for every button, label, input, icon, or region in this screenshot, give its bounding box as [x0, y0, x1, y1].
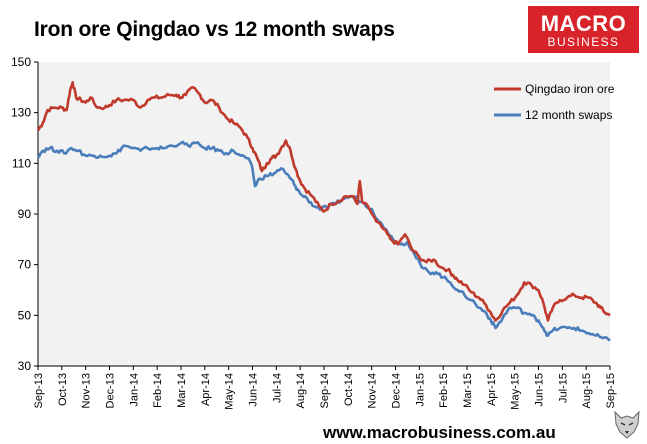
- x-tick-label: Oct-13: [57, 373, 69, 406]
- y-tick-label: 50: [18, 308, 32, 322]
- legend: Qingdao iron ore 12 month swaps: [494, 82, 615, 122]
- x-tick-label: Dec-14: [391, 373, 403, 408]
- plot-area: [38, 62, 610, 366]
- x-tick-label: Aug-14: [295, 373, 307, 408]
- x-tick-label: Feb-15: [438, 373, 450, 408]
- logo-line-2: BUSINESS: [547, 35, 620, 49]
- x-tick-label: Oct-14: [343, 373, 355, 406]
- series-layer: [36, 81, 611, 342]
- x-tick-label: Sep-13: [33, 373, 45, 408]
- legend-label: 12 month swaps: [525, 108, 612, 122]
- x-tick-label: Dec-13: [105, 373, 117, 408]
- y-tick-label: 130: [11, 106, 31, 120]
- x-tick-label: Nov-13: [81, 373, 93, 408]
- x-tick-label: Jan-14: [128, 373, 140, 407]
- legend-label: Qingdao iron ore: [525, 82, 615, 96]
- y-tick-label: 90: [18, 207, 32, 221]
- y-tick-label: 70: [18, 258, 32, 272]
- x-tick-label: Feb-14: [152, 373, 164, 408]
- x-tick-label: Aug-15: [581, 373, 593, 408]
- x-tick-label: Jul-15: [557, 373, 569, 403]
- x-tick-label: Mar-15: [462, 373, 474, 408]
- x-tick-label: May-15: [510, 373, 522, 410]
- macrobusiness-logo: MACRO BUSINESS: [528, 6, 639, 53]
- x-axis: Sep-13 Oct-13 Nov-13 Dec-13 Jan-14 Feb-14 Mar-…: [33, 365, 617, 410]
- wolf-mascot-icon: [614, 410, 640, 439]
- y-axis: 30 50 70 90 110 130 150: [11, 55, 39, 373]
- x-tick-label: Sep-15: [605, 373, 617, 408]
- x-tick-label: Jun-15: [534, 373, 546, 407]
- x-tick-label: Mar-14: [176, 373, 188, 408]
- x-tick-label: May-14: [224, 373, 236, 410]
- x-tick-label: Sep-14: [319, 373, 331, 408]
- x-tick-label: Nov-14: [367, 373, 379, 408]
- series-line-qingdao-iron-ore: [36, 81, 611, 322]
- x-tick-label: Apr-14: [200, 373, 212, 406]
- x-tick-label: Jan-15: [414, 373, 426, 407]
- y-tick-label: 110: [12, 156, 31, 170]
- y-tick-label: 150: [11, 55, 31, 69]
- x-tick-label: Jun-14: [248, 373, 260, 407]
- x-tick-label: Jul-14: [271, 373, 283, 403]
- logo-line-1: MACRO: [540, 11, 627, 36]
- y-tick-label: 30: [18, 359, 32, 373]
- chart-title: Iron ore Qingdao vs 12 month swaps: [34, 18, 395, 41]
- series-line-12-month-swaps: [37, 140, 611, 342]
- x-tick-label: Apr-15: [486, 373, 498, 406]
- footer-url: www.macrobusiness.com.au: [323, 423, 556, 442]
